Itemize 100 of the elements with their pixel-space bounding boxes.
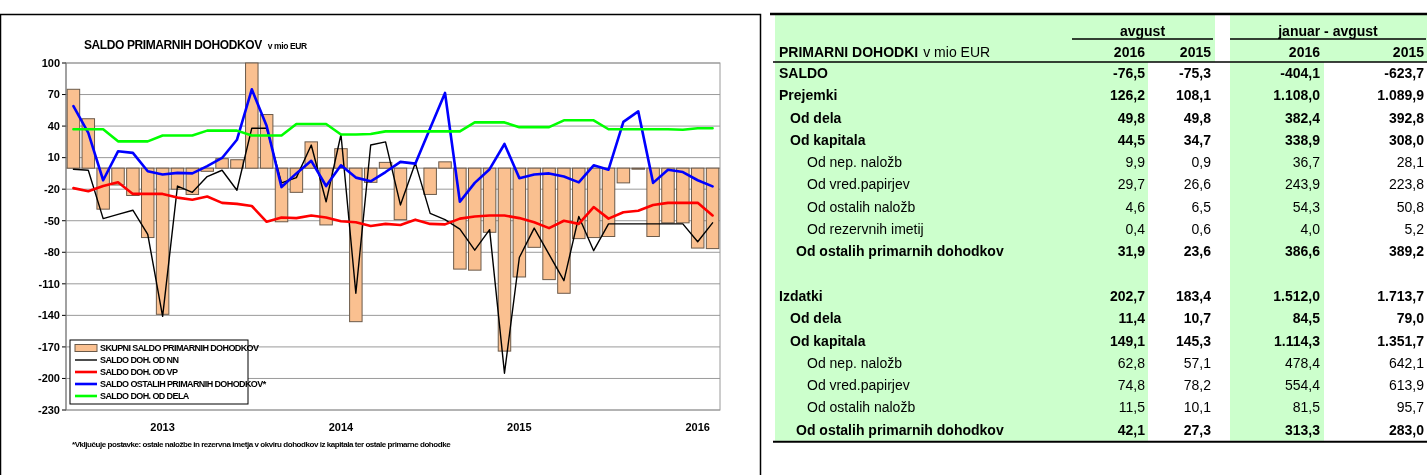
data-label: 243,9	[1284, 176, 1321, 193]
data-label: 49,8	[1183, 109, 1212, 126]
data-label: 49,8	[1117, 109, 1146, 126]
legend-label: SKUPNI SALDO PRIMARNIH DOHODKOV	[100, 343, 259, 354]
data-label: 386,6	[1284, 243, 1321, 260]
data-label: 1.089,9	[1377, 87, 1425, 104]
data-label: 1.351,7	[1377, 332, 1425, 349]
legend-label: SALDO DOH. OD VP	[100, 367, 178, 378]
category-label: Od kapitala	[790, 332, 866, 349]
legend-label: SALDO DOH. OD NN	[100, 355, 179, 366]
data-label: 554,4	[1284, 377, 1321, 394]
data-label: 57,1	[1183, 354, 1212, 371]
data-label: 392,8	[1388, 109, 1425, 126]
data-label: 183,4	[1175, 287, 1212, 304]
x-tick-label: 2015	[507, 421, 532, 433]
legend-label: SALDO DOH. OD DELA	[100, 391, 190, 402]
data-label: 44,5	[1117, 131, 1146, 148]
data-label: 478,4	[1284, 354, 1321, 371]
data-label: 36,7	[1292, 154, 1321, 171]
data-label: 9,9	[1125, 154, 1146, 171]
data-label: 283,0	[1388, 421, 1425, 438]
chart-subtitle: v mio EUR	[267, 41, 307, 51]
y-tick-label: 70	[47, 88, 60, 101]
data-label: 29,7	[1117, 176, 1146, 193]
data-label: 389,2	[1388, 243, 1425, 260]
category-label: Od dela	[790, 310, 842, 327]
data-label: 202,7	[1109, 287, 1146, 304]
data-label: 26,6	[1183, 176, 1212, 193]
data-label: 145,3	[1175, 332, 1212, 349]
category-label: SALDO	[779, 64, 829, 81]
data-label: 27,3	[1183, 421, 1212, 438]
data-label: 1.114,3	[1274, 332, 1321, 349]
data-label: 108,1	[1175, 87, 1212, 104]
category-label: Od vred.papirjev	[807, 176, 910, 193]
data-label: 50,8	[1396, 198, 1425, 215]
data-label: 1.108,0	[1273, 87, 1321, 104]
data-label: 308,0	[1388, 131, 1425, 148]
data-label: 74,8	[1117, 377, 1146, 394]
data-label: 1.512,0	[1273, 287, 1321, 304]
text: avgust	[1119, 23, 1166, 39]
category-label: Od ostalih naložb	[807, 198, 916, 215]
category-label: Izdatki	[779, 287, 823, 304]
chart-title: SALDO PRIMARNIH DOHODKOV	[84, 38, 262, 52]
y-tick-label: -230	[37, 403, 60, 416]
data-label: 0,4	[1125, 221, 1146, 237]
data-label: 62,8	[1117, 354, 1146, 371]
y-tick-label: -50	[44, 214, 60, 227]
text: v mio EUR	[923, 44, 991, 60]
data-label: 11,5	[1118, 399, 1146, 416]
data-label: 1.713,7	[1377, 287, 1425, 304]
data-label: 126,2	[1109, 87, 1146, 104]
data-label: -76,5	[1113, 64, 1146, 81]
category-label: Od nep. naložb	[807, 354, 903, 371]
category-label: Prejemki	[779, 87, 838, 104]
category-label: Od ostalih primarnih dohodkov	[796, 243, 1004, 260]
data-label: -404,1	[1280, 64, 1321, 81]
y-tick-label: 100	[41, 56, 60, 69]
line-series	[72, 181, 714, 230]
y-tick-label: 40	[47, 119, 60, 132]
data-label: 95,7	[1396, 399, 1425, 416]
data-label: 78,2	[1183, 377, 1212, 394]
data-label: 313,3	[1284, 421, 1321, 438]
category-label: Od dela	[790, 109, 842, 126]
y-tick-label: 10	[47, 151, 60, 164]
data-label: 382,4	[1284, 109, 1321, 126]
category-label: Od ostalih naložb	[807, 399, 916, 416]
y-tick-label: -20	[44, 183, 60, 196]
category-label: Od rezervnih imetij	[807, 221, 924, 237]
line-series	[72, 119, 714, 143]
data-label: 0,6	[1191, 221, 1212, 237]
legend-label: SALDO OSTALIH PRIMARNIH DOHODKOV*	[100, 379, 267, 390]
data-label: 223,8	[1388, 176, 1425, 193]
data-label: 642,1	[1388, 354, 1425, 371]
data-label: 10,7	[1183, 310, 1212, 327]
line-series	[72, 87, 714, 204]
text: 2015	[1392, 44, 1425, 60]
data-label: 0,9	[1191, 154, 1212, 171]
x-tick-label: 2016	[685, 421, 710, 433]
data-label: 149,1	[1109, 332, 1146, 349]
x-tick-label: 2014	[328, 421, 355, 433]
series-label: 2016	[1288, 44, 1321, 60]
data-label: 84,5	[1292, 310, 1321, 327]
data-label: 54,3	[1292, 198, 1321, 215]
category-label: Od vred.papirjev	[807, 377, 910, 394]
data-label: 6,5	[1191, 198, 1212, 215]
category-label: Od ostalih primarnih dohodkov	[796, 421, 1004, 438]
y-tick-label: -140	[37, 309, 60, 322]
data-label: -623,7	[1384, 64, 1425, 81]
text: PRIMARNI DOHODKI	[779, 44, 919, 60]
data-label: 42,1	[1117, 421, 1146, 438]
data-label: 81,5	[1292, 399, 1321, 416]
category-label: Od nep. naložb	[807, 154, 903, 171]
y-tick-label: -110	[38, 277, 60, 290]
y-tick-label: -200	[37, 372, 60, 385]
data-label: 23,6	[1183, 243, 1212, 260]
text: januar - avgust	[1277, 23, 1379, 39]
data-label: 4,0	[1300, 221, 1321, 237]
data-label: 613,9	[1388, 377, 1425, 394]
data-label: 79,0	[1396, 310, 1425, 327]
data-label: 34,7	[1183, 131, 1212, 148]
